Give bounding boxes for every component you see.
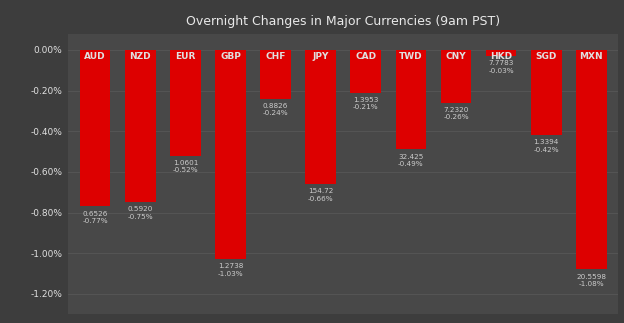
Bar	[531, 50, 562, 135]
Text: 0.8826
-0.24%: 0.8826 -0.24%	[263, 103, 288, 116]
Bar	[80, 50, 110, 206]
Bar	[441, 50, 471, 103]
Bar	[305, 50, 336, 184]
Text: NZD: NZD	[129, 52, 151, 61]
Bar	[125, 50, 155, 203]
Text: HKD: HKD	[490, 52, 512, 61]
Text: CAD: CAD	[355, 52, 376, 61]
Text: 0.6526
-0.77%: 0.6526 -0.77%	[82, 211, 108, 224]
Text: CNY: CNY	[446, 52, 466, 61]
Text: 7.2320
-0.26%: 7.2320 -0.26%	[443, 107, 469, 120]
Bar	[260, 50, 291, 99]
Text: 1.0601
-0.52%: 1.0601 -0.52%	[173, 160, 198, 173]
Text: 20.5598
-1.08%: 20.5598 -1.08%	[577, 274, 607, 287]
Bar	[576, 50, 607, 269]
Text: 1.3953
-0.21%: 1.3953 -0.21%	[353, 97, 379, 110]
Bar	[215, 50, 246, 259]
Bar	[396, 50, 426, 150]
Text: SGD: SGD	[535, 52, 557, 61]
Bar	[351, 50, 381, 93]
Text: MXN: MXN	[580, 52, 603, 61]
Text: TWD: TWD	[399, 52, 422, 61]
Text: 1.3394
-0.42%: 1.3394 -0.42%	[534, 139, 559, 153]
Text: 1.2738
-1.03%: 1.2738 -1.03%	[218, 263, 243, 277]
Text: 32.425
-0.49%: 32.425 -0.49%	[398, 153, 424, 167]
Title: Overnight Changes in Major Currencies (9am PST): Overnight Changes in Major Currencies (9…	[186, 15, 500, 28]
Text: AUD: AUD	[84, 52, 106, 61]
Bar	[170, 50, 201, 156]
Text: 154.72
-0.66%: 154.72 -0.66%	[308, 188, 333, 202]
Text: JPY: JPY	[313, 52, 329, 61]
Text: CHF: CHF	[265, 52, 286, 61]
Text: 0.5920
-0.75%: 0.5920 -0.75%	[127, 206, 153, 220]
Text: GBP: GBP	[220, 52, 241, 61]
Bar	[486, 50, 517, 56]
Text: EUR: EUR	[175, 52, 195, 61]
Text: 7.7783
-0.03%: 7.7783 -0.03%	[489, 60, 514, 74]
